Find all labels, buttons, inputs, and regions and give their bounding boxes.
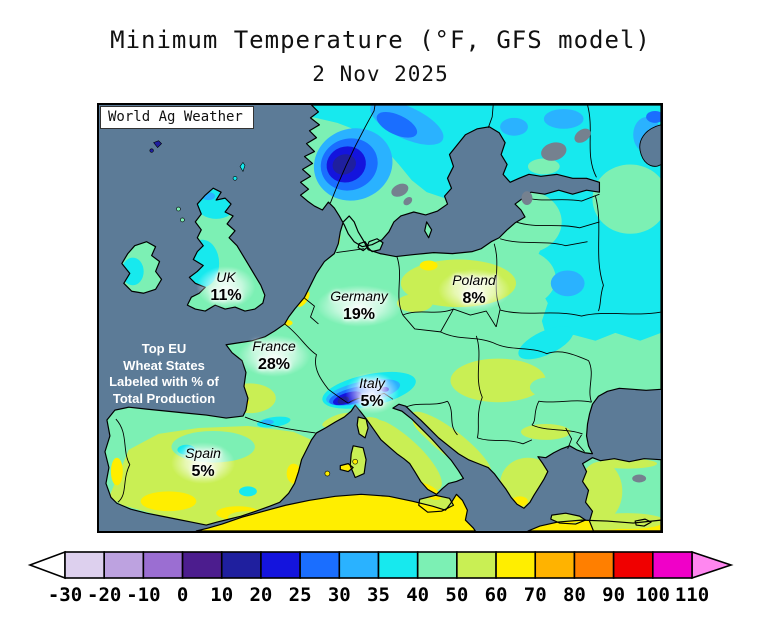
colorbar-arrow-right bbox=[691, 550, 734, 580]
europe-temperature-map: World Ag Weather Top EU Wheat States Lab… bbox=[97, 103, 663, 533]
colorbar-segment bbox=[416, 551, 458, 579]
colorbar-tick-label: 10 bbox=[210, 584, 233, 606]
colorbar-segment bbox=[299, 551, 341, 579]
annotation-line: Top EU bbox=[141, 341, 187, 356]
colorbar-segment bbox=[377, 551, 419, 579]
colorbar-segment bbox=[142, 551, 184, 579]
country-share: 11% bbox=[210, 287, 242, 304]
colorbar-segment bbox=[64, 551, 105, 579]
country-share: 5% bbox=[191, 463, 215, 480]
country-label-poland: Poland 8% bbox=[438, 269, 510, 311]
colorbar-tick-label: -10 bbox=[126, 584, 160, 606]
date-subtitle: 2 Nov 2025 bbox=[312, 62, 449, 86]
watermark-text: World Ag Weather bbox=[108, 109, 243, 125]
country-name: France bbox=[252, 338, 296, 354]
country-share: 8% bbox=[462, 290, 486, 307]
country-name: UK bbox=[216, 269, 236, 285]
colorbar-tick-label: 40 bbox=[406, 584, 429, 606]
colorbar-segment bbox=[495, 551, 537, 579]
country-label-spain: Spain 5% bbox=[171, 442, 235, 484]
colorbar-segment bbox=[652, 551, 693, 579]
country-share: 5% bbox=[360, 393, 384, 410]
colorbar-tick-label: -30 bbox=[48, 584, 82, 606]
colorbar-tick-label: 70 bbox=[524, 584, 547, 606]
colorbar-tick-label: -20 bbox=[87, 584, 121, 606]
colorbar-segment bbox=[534, 551, 576, 579]
colorbar-segment bbox=[573, 551, 615, 579]
lakes bbox=[391, 124, 661, 483]
colorbar-segment bbox=[612, 551, 654, 579]
colorbar-segment bbox=[220, 551, 262, 579]
temperature-colorbar: -30 -20 -10 0 10 20 25 30 35 40 50 60 70 80 90 100 110 bbox=[27, 550, 734, 606]
colorbar-tick-label: 110 bbox=[675, 584, 709, 606]
colorbar-segment bbox=[456, 551, 497, 579]
colorbar-tick-label: 60 bbox=[485, 584, 508, 606]
country-share: 28% bbox=[257, 356, 291, 373]
wheat-states-annotation: Top EU Wheat States Labeled with % of To… bbox=[103, 341, 225, 407]
country-label-uk: UK 11% bbox=[196, 266, 256, 308]
colorbar-tick-label: 90 bbox=[602, 584, 625, 606]
colorbar-tick-label: 30 bbox=[328, 584, 351, 606]
colorbar-tick-label: 35 bbox=[367, 584, 390, 606]
colorbar-segment bbox=[260, 551, 301, 579]
colorbar-segment bbox=[181, 551, 223, 579]
annotation-line: Wheat States bbox=[123, 357, 205, 373]
colorbar-tick-label: 80 bbox=[563, 584, 586, 606]
annotation-line: Labeled with % of bbox=[109, 374, 219, 389]
country-name: Spain bbox=[185, 445, 221, 461]
colorbar-tick-label: 25 bbox=[289, 584, 312, 606]
country-name: Poland bbox=[452, 272, 496, 288]
colorbar-segment bbox=[338, 551, 380, 579]
faroe-islands bbox=[153, 140, 162, 149]
colorbar-arrow-left bbox=[27, 550, 66, 580]
annotation-line: Total Production bbox=[112, 390, 216, 406]
colorbar-tick-label: 20 bbox=[249, 584, 272, 606]
colorbar-tick-label: 100 bbox=[636, 584, 670, 606]
country-label-france: France 28% bbox=[238, 335, 310, 377]
country-label-italy: Italy 5% bbox=[345, 372, 399, 414]
colorbar-tick-label: 0 bbox=[177, 584, 188, 606]
watermark-box: World Ag Weather bbox=[100, 106, 254, 129]
country-share: 19% bbox=[342, 306, 376, 323]
colorbar-tick-label: 50 bbox=[445, 584, 468, 606]
page-title: Minimum Temperature (°F, GFS model) bbox=[110, 26, 651, 54]
small-islands bbox=[149, 140, 358, 477]
country-name: Italy bbox=[359, 375, 385, 391]
colorbar-segment bbox=[103, 551, 145, 579]
country-name: Germany bbox=[330, 288, 388, 304]
country-label-germany: Germany 19% bbox=[316, 285, 402, 327]
